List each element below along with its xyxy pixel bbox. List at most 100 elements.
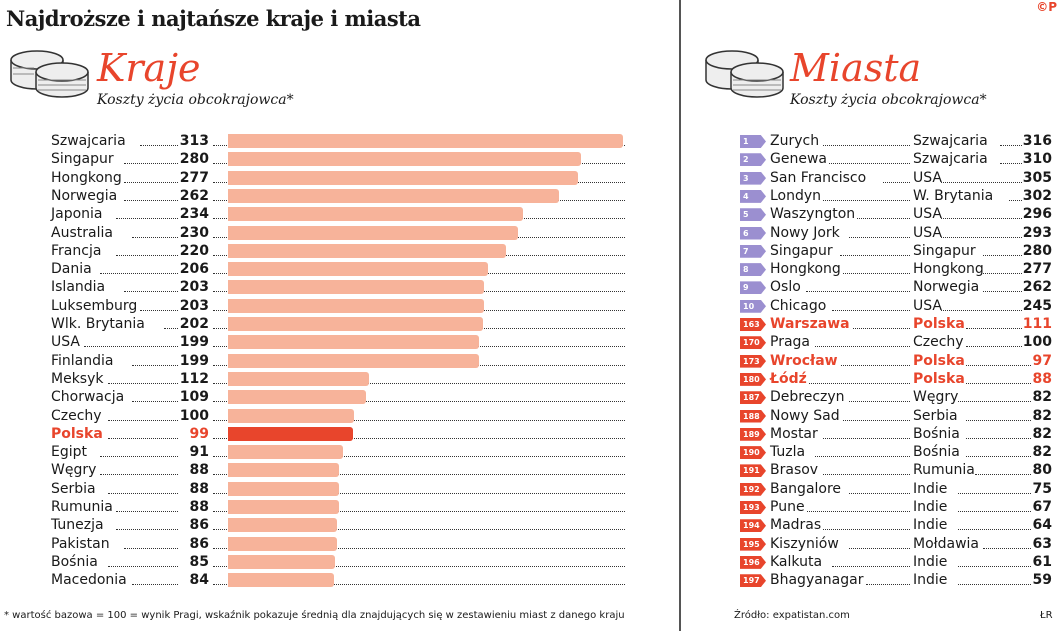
country-label: Dania — [51, 261, 92, 278]
city-name: Warszawa — [770, 315, 852, 333]
leader-dots — [116, 498, 178, 512]
country-row: Egipt 91 — [0, 443, 680, 461]
city-row: 10 Chicago USA 245 — [740, 296, 1052, 315]
section-subtitle-cities: Koszty życia obcokrajowca* — [790, 92, 987, 108]
bar — [228, 335, 480, 350]
leader-dots — [831, 352, 910, 366]
city-name: Bangalore — [770, 479, 844, 498]
country-label: Chorwacja — [51, 389, 125, 406]
leader-dots — [966, 370, 1031, 384]
leader-dots — [124, 535, 178, 549]
leader-dots — [116, 516, 178, 531]
country-row: Rumunia 88 — [0, 498, 680, 516]
leader-dots — [940, 224, 1022, 238]
author: ŁR — [1040, 610, 1053, 621]
rank-badge: 196 — [740, 555, 766, 569]
rank-badge: 163 — [740, 318, 766, 331]
country-row: Dania 206 — [0, 260, 680, 278]
city-value: 100 — [1022, 334, 1052, 351]
country-row: USA 199 — [0, 333, 680, 351]
copyright-logo: ©P — [1036, 0, 1057, 14]
country-name: Polska — [913, 316, 965, 332]
country-row: Węgry 88 — [0, 461, 680, 479]
country-label: Hongkong — [51, 169, 122, 186]
country-value: 202 — [179, 316, 209, 332]
leader-dots — [966, 443, 1031, 458]
bar — [228, 188, 559, 203]
source: Źródło: expatistan.com — [734, 610, 850, 621]
country-label: Pakistan — [51, 535, 110, 552]
country-value: 203 — [179, 297, 209, 314]
leader-dots — [983, 242, 1022, 256]
country-label: Luksemburg — [51, 297, 138, 314]
city-name: Waszyngton — [770, 205, 858, 224]
leader-dots — [848, 388, 910, 403]
leader-dots — [831, 553, 910, 567]
country-row: Luksemburg 203 — [0, 297, 680, 315]
leader-dots — [983, 260, 1022, 275]
rank-badge: 187 — [740, 391, 766, 405]
bar — [228, 243, 506, 258]
country-label: Meksyk — [51, 370, 104, 387]
city-value: 302 — [1022, 187, 1052, 204]
country-value: 85 — [189, 553, 209, 570]
leader-dots — [957, 571, 1031, 586]
city-value: 82 — [1032, 389, 1052, 406]
leader-dots — [213, 388, 625, 403]
country-label: Islandia — [51, 279, 106, 296]
rank-badge: 189 — [740, 427, 766, 441]
country-name: Czechy — [913, 334, 964, 351]
city-name: Pune — [770, 498, 807, 516]
country-name: Polska — [913, 370, 965, 387]
leader-dots — [823, 516, 910, 531]
leader-dots — [814, 443, 910, 458]
country-row: Serbia 88 — [0, 480, 680, 498]
rank-badge: 170 — [740, 336, 766, 350]
bar — [228, 317, 483, 331]
leader-dots — [865, 571, 910, 586]
leader-dots — [213, 370, 625, 384]
bar — [228, 408, 355, 423]
section-title-cities: Miasta — [790, 46, 922, 90]
city-row: 8 Hongkong Hongkong 277 — [740, 260, 1052, 279]
city-value: 245 — [1022, 297, 1052, 314]
leader-dots — [108, 370, 178, 384]
rank-badge: 9 — [740, 281, 766, 295]
city-name: Londyn — [770, 186, 824, 205]
leader-dots — [213, 535, 625, 549]
bar — [228, 152, 582, 167]
leader-dots — [140, 297, 178, 311]
country-value: 206 — [179, 261, 209, 278]
country-name: Serbia — [913, 407, 958, 424]
bar — [228, 481, 340, 496]
city-name: Praga — [770, 333, 812, 352]
city-row: 7 Singapur Singapur 280 — [740, 241, 1052, 260]
leader-dots — [840, 407, 910, 421]
country-label: USA — [51, 334, 80, 351]
city-row: 6 Nowy Jork USA 293 — [740, 223, 1052, 242]
city-row: 9 Oslo Norwegia 262 — [740, 278, 1052, 297]
country-name: Bośnia — [913, 444, 960, 461]
country-value: 86 — [189, 517, 209, 534]
leader-dots — [100, 461, 178, 476]
country-name: Indie — [913, 499, 948, 515]
country-name: Bośnia — [913, 425, 960, 442]
country-row: Chorwacja 109 — [0, 388, 680, 406]
country-name: Mołdawia — [913, 535, 980, 552]
country-row: Francja 220 — [0, 242, 680, 260]
city-value: 82 — [1032, 425, 1052, 442]
leader-dots — [116, 242, 178, 256]
city-value: 280 — [1022, 242, 1052, 259]
rank-badge: 180 — [740, 372, 766, 386]
country-label: Szwajcaria — [51, 133, 126, 149]
country-value: 91 — [189, 444, 209, 461]
country-value: 280 — [179, 151, 209, 168]
bar — [228, 170, 578, 185]
city-value: 316 — [1022, 133, 1052, 149]
city-row: 163 Warszawa Polska 111 — [740, 315, 1052, 333]
leader-dots — [140, 132, 178, 146]
leader-dots — [983, 535, 1031, 549]
leader-dots — [100, 443, 178, 458]
leader-dots — [840, 315, 910, 329]
city-row: 1 Zurych Szwajcaria 316 — [740, 132, 1052, 150]
